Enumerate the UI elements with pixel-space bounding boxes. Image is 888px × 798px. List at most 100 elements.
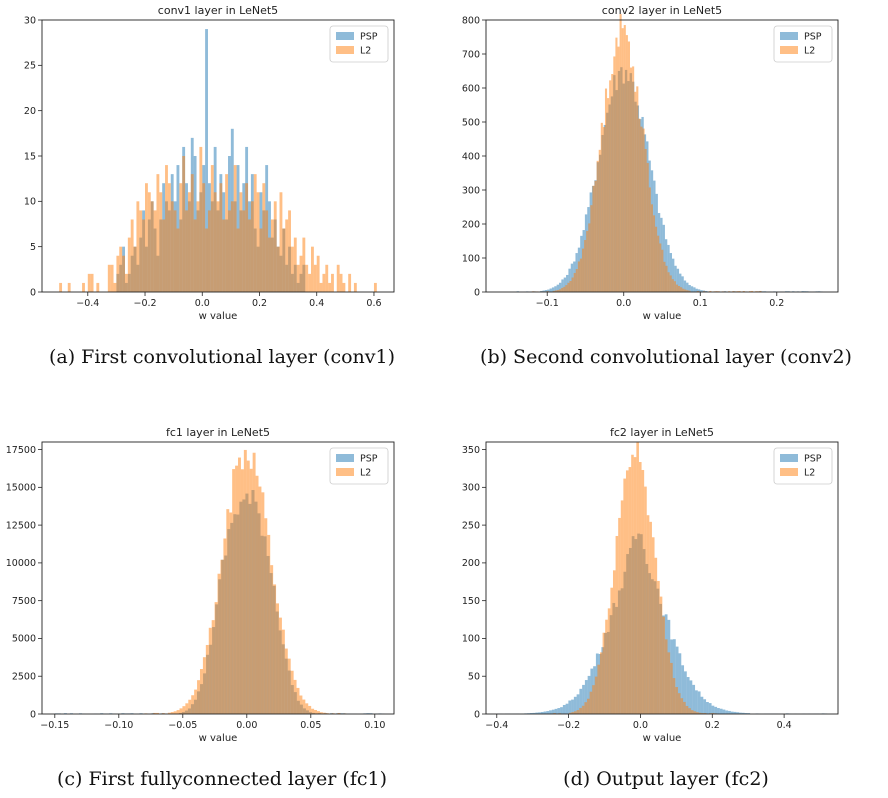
bar	[216, 201, 220, 292]
caption-a: (a) First convolutional layer (conv1)	[48, 346, 396, 368]
bar	[156, 174, 160, 292]
bar	[590, 205, 593, 292]
bar	[248, 219, 251, 292]
bar	[217, 573, 221, 714]
bar	[571, 699, 574, 714]
bar	[176, 228, 180, 292]
y-tick-label: 600	[462, 83, 480, 94]
bar	[683, 701, 686, 714]
bar	[211, 620, 215, 714]
bar	[540, 711, 544, 714]
bar	[680, 287, 683, 292]
bar	[553, 713, 556, 714]
bar	[229, 512, 233, 714]
bar	[544, 290, 548, 292]
bar	[556, 290, 560, 292]
bar	[672, 258, 675, 292]
y-tick-label: 200	[462, 558, 480, 569]
bar	[284, 648, 288, 714]
bar	[228, 210, 231, 292]
bar	[703, 713, 707, 714]
bar	[641, 470, 645, 714]
x-tick-label: −0.2	[133, 298, 156, 309]
legend-swatch	[336, 468, 354, 476]
bar	[150, 201, 154, 292]
bar	[261, 492, 265, 714]
bar	[733, 711, 737, 714]
bar	[696, 712, 699, 714]
y-tick-label: 100	[462, 253, 480, 264]
bar	[654, 557, 658, 714]
bar	[238, 457, 241, 714]
bar	[689, 680, 693, 714]
legend-label: PSP	[804, 454, 822, 465]
bar	[571, 277, 574, 292]
bar	[700, 696, 704, 714]
bar	[686, 677, 690, 714]
chart-fc2: fc2 layer in LeNet5 −0.4 −0.2 0.0 0.2 0.4 0 50 1…	[444, 422, 888, 744]
bar	[592, 685, 595, 714]
bar	[590, 668, 594, 714]
legend-box	[329, 25, 389, 63]
bar	[670, 662, 673, 714]
x-tick-label: 0.0	[616, 298, 631, 309]
chart-conv1-svg: conv1 layer in LeNet5 −0.4 −0.2 0.0 0.2 0.4 0.…	[24, 4, 395, 322]
chart-title: fc1 layer in LeNet5	[166, 426, 270, 439]
bar	[696, 290, 699, 292]
x-tick-label: 0.2	[769, 298, 784, 309]
bar	[659, 596, 663, 714]
bar	[119, 246, 123, 292]
chart-title: conv1 layer in LeNet5	[158, 4, 278, 17]
y-tick-label: 15000	[6, 483, 36, 494]
chart-title: conv2 layer in LeNet5	[602, 4, 722, 17]
bar	[582, 248, 585, 292]
bar	[592, 185, 595, 292]
bar	[560, 707, 563, 714]
bar	[561, 279, 564, 292]
y-tick-label: 500	[462, 117, 480, 128]
bar	[697, 691, 701, 714]
y-tick-label: 150	[462, 596, 480, 607]
caption-c: (c) First fullyconnected layer (fc1)	[56, 768, 388, 790]
bar	[167, 712, 171, 714]
bar	[634, 91, 637, 292]
bar	[636, 442, 639, 714]
bar	[607, 98, 610, 293]
bar	[565, 703, 569, 714]
bar	[568, 712, 572, 714]
bar	[700, 290, 703, 292]
bar	[210, 165, 214, 292]
bar	[551, 287, 555, 292]
bar	[742, 291, 745, 292]
bar	[738, 291, 741, 292]
bars	[516, 14, 823, 293]
bar	[107, 264, 111, 292]
bar	[588, 223, 591, 292]
bar	[604, 88, 608, 292]
bar	[552, 290, 555, 292]
bar	[222, 219, 226, 292]
legend-label: L2	[804, 468, 815, 479]
bar	[205, 29, 208, 292]
x-tick-label: 0.4	[777, 720, 792, 731]
bar	[708, 703, 712, 714]
bar	[205, 228, 208, 292]
bar	[311, 246, 314, 292]
legend-label: L2	[804, 46, 815, 57]
bar	[628, 467, 632, 714]
bar	[636, 86, 639, 293]
bar	[290, 246, 294, 292]
bar	[686, 282, 689, 292]
legend-label: PSP	[360, 454, 378, 465]
bar	[617, 46, 620, 292]
bar	[185, 210, 188, 292]
bar	[722, 709, 726, 714]
bar	[667, 244, 670, 292]
bar	[667, 272, 670, 292]
legend-label: PSP	[804, 32, 822, 43]
bar	[688, 285, 691, 292]
bar	[543, 711, 547, 714]
bar	[170, 201, 174, 292]
bar	[693, 711, 697, 714]
bar	[594, 180, 597, 292]
